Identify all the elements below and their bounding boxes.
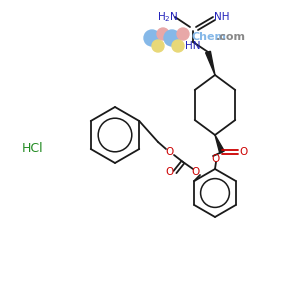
Text: HCl: HCl bbox=[22, 142, 44, 154]
Polygon shape bbox=[206, 51, 215, 75]
Text: Chem: Chem bbox=[192, 32, 227, 42]
Circle shape bbox=[164, 30, 180, 46]
Text: O: O bbox=[212, 154, 220, 164]
Polygon shape bbox=[215, 135, 224, 153]
Text: H$_2$N: H$_2$N bbox=[157, 10, 179, 24]
Text: O: O bbox=[240, 147, 248, 157]
Text: O: O bbox=[166, 167, 174, 177]
Circle shape bbox=[144, 30, 160, 46]
Circle shape bbox=[177, 28, 189, 40]
Circle shape bbox=[172, 40, 184, 52]
Circle shape bbox=[152, 40, 164, 52]
Text: O: O bbox=[192, 167, 200, 177]
Text: O: O bbox=[166, 147, 174, 157]
Text: .com: .com bbox=[216, 32, 246, 42]
Text: NH: NH bbox=[214, 12, 230, 22]
Circle shape bbox=[157, 28, 169, 40]
Text: HN: HN bbox=[185, 41, 201, 51]
